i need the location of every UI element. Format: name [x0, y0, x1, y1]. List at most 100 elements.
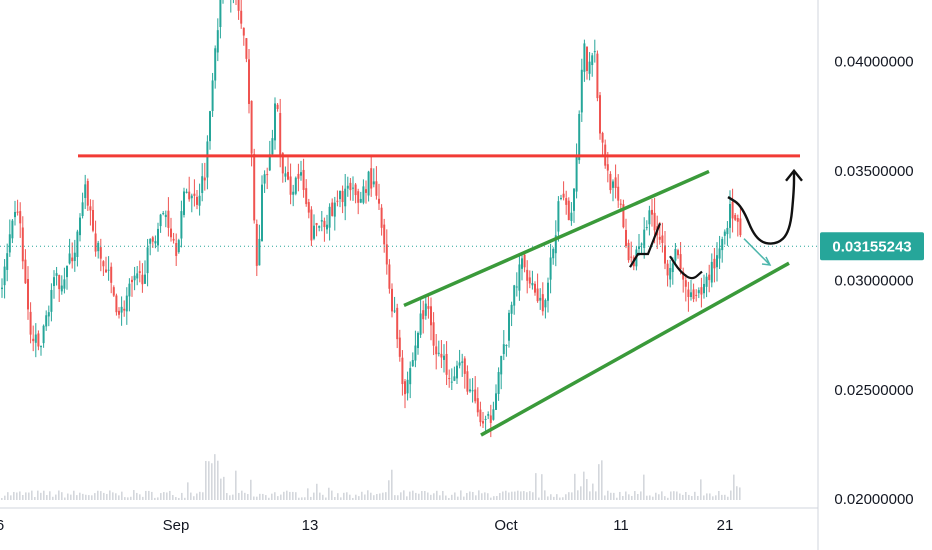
volume-bar [40, 492, 42, 500]
volume-bar [472, 491, 474, 500]
volume-bar [7, 492, 9, 500]
candle [115, 293, 118, 316]
volume-bar [250, 479, 252, 500]
volume-bar [1, 497, 3, 500]
candle [107, 256, 110, 281]
candle-body [89, 206, 92, 211]
channel-lower-line[interactable] [480, 261, 790, 437]
candle [185, 188, 188, 194]
candle [365, 180, 367, 204]
volume-bar [280, 494, 282, 500]
volume-bar [217, 460, 219, 500]
candle [383, 218, 386, 253]
volume-bar [328, 487, 330, 500]
price-axis[interactable]: 0.02000000 0.02500000 0.03000000 0.03500000… [834, 53, 913, 508]
trend-drawings[interactable] [78, 154, 803, 437]
volume-bar [496, 495, 498, 500]
candle [318, 225, 321, 232]
volume-bar [67, 493, 69, 500]
volume-bar [160, 493, 162, 500]
candle [11, 219, 14, 244]
candle-body [112, 287, 115, 296]
candle [565, 190, 568, 215]
volume-bar [34, 497, 36, 500]
volume-bar [244, 492, 246, 500]
candle [513, 284, 516, 315]
candle-body [484, 418, 487, 420]
candle-body [445, 353, 448, 375]
candle-body [606, 164, 609, 171]
volume-bar [343, 492, 345, 500]
volume-bar [91, 495, 93, 500]
volume-bar [265, 495, 267, 500]
volume-bar [529, 491, 531, 500]
volume-bar [55, 494, 57, 500]
candle-body [185, 191, 188, 193]
candle-body [63, 279, 66, 289]
candle [547, 277, 549, 313]
volume-bar [235, 470, 237, 500]
volume-bar [586, 479, 588, 500]
candle-body [427, 306, 430, 309]
candle-body [547, 282, 549, 301]
candle [263, 170, 266, 193]
candle [289, 163, 292, 205]
volume-bar [421, 491, 423, 500]
candle-body [388, 264, 391, 289]
candle-body [393, 310, 396, 312]
candle-body [40, 346, 42, 348]
candle-body [492, 409, 495, 420]
candle-body [149, 238, 152, 244]
candle [718, 235, 721, 269]
candle-body [627, 242, 630, 261]
candle-body [274, 103, 276, 141]
candle-body [450, 381, 453, 383]
channel-upper-line[interactable] [403, 169, 710, 308]
volume-bar [733, 474, 735, 500]
candle-body [50, 289, 53, 312]
candle [248, 48, 250, 114]
candle [674, 243, 677, 266]
candle [450, 368, 453, 391]
time-axis[interactable]: 6 Sep 13 Oct 11 21 [0, 517, 733, 534]
candle [393, 296, 396, 314]
candle-body [591, 55, 594, 66]
candle [271, 129, 274, 157]
candle [99, 238, 102, 272]
volume-bar [631, 495, 633, 500]
volume-bar [298, 497, 300, 500]
volume-bar [382, 492, 384, 500]
candle [55, 266, 58, 286]
candle-body [261, 184, 263, 242]
volume-bar [604, 495, 606, 500]
candle-body [55, 273, 58, 276]
volume-bar [406, 496, 408, 500]
teal-arrow-line[interactable] [743, 238, 771, 266]
candle [617, 174, 620, 208]
candle-body [170, 228, 172, 238]
candle [554, 220, 557, 267]
volume-bar [268, 497, 270, 500]
x-tick-label: Sep [163, 517, 190, 534]
volume-bar [97, 490, 99, 500]
candle-body [601, 133, 604, 143]
y-tick-label: 0.03500000 [834, 163, 913, 180]
volume-bar [364, 494, 366, 500]
candle [310, 206, 313, 247]
candle [261, 175, 263, 242]
candle-body [315, 222, 318, 226]
zigzag-drawing[interactable] [629, 222, 662, 268]
volume-bar [370, 492, 372, 500]
candlestick-series [1, 0, 742, 438]
candle-body [708, 274, 711, 281]
dip-curve-drawing[interactable] [669, 255, 703, 280]
candle-body [255, 223, 258, 266]
volume-bar [568, 492, 570, 500]
candle-body [73, 252, 76, 262]
volume-bar [658, 494, 660, 500]
candle [703, 274, 705, 299]
volume-bar [415, 492, 417, 500]
projection-path[interactable] [727, 170, 796, 245]
candle [175, 233, 178, 267]
